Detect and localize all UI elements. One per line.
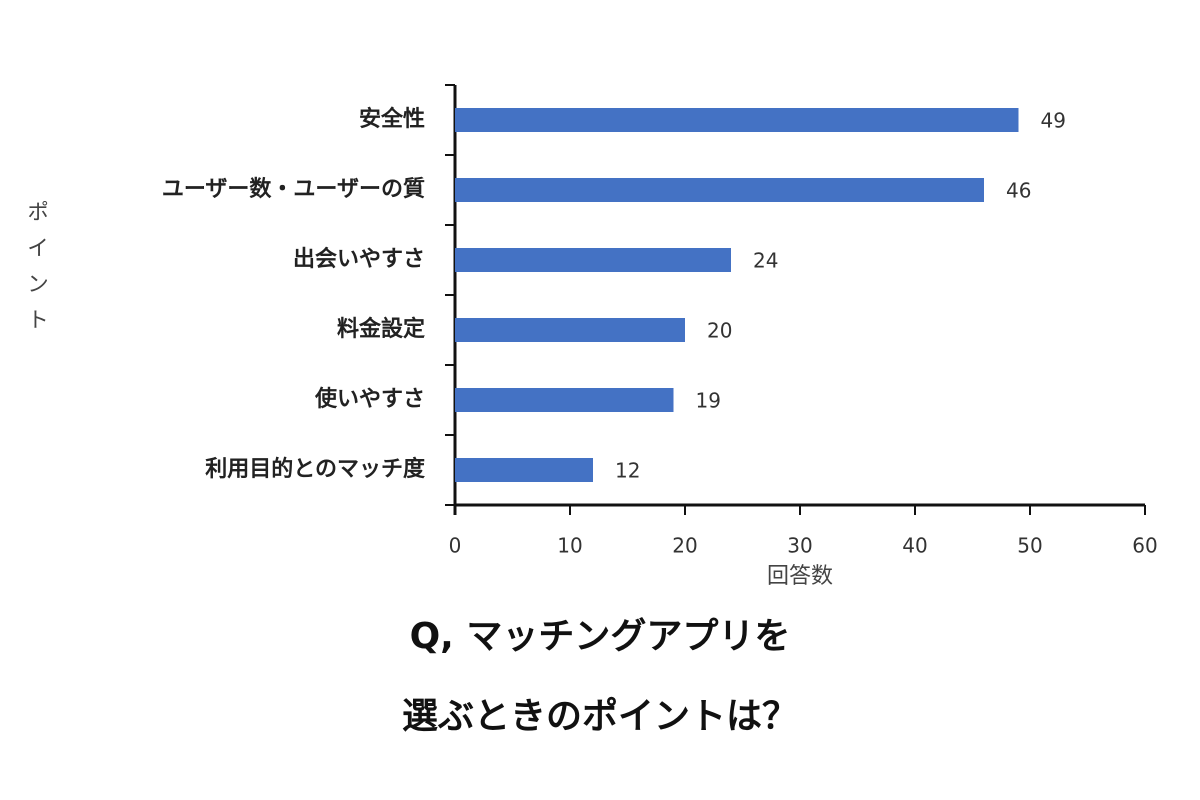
y-tick-label: ユーザー数・ユーザーの質 (162, 176, 425, 202)
value-label: 12 (615, 459, 640, 483)
x-tick-label: 0 (449, 534, 462, 558)
y-axis-label: ポイント (23, 200, 48, 344)
value-label: 46 (1006, 179, 1031, 203)
x-tick-label: 10 (557, 534, 582, 558)
bar (455, 178, 984, 202)
bar (455, 248, 731, 272)
value-label: 24 (753, 249, 778, 273)
x-tick-label: 40 (902, 534, 927, 558)
y-tick-label: 安全性 (359, 106, 425, 132)
x-axis-label: 回答数 (767, 564, 833, 589)
value-label: 19 (696, 389, 721, 413)
value-label: 49 (1041, 109, 1066, 133)
value-label: 20 (707, 319, 732, 343)
y-tick-label: 出会いやすさ (293, 246, 425, 272)
bar (455, 388, 674, 412)
bar (455, 318, 685, 342)
x-tick-label: 30 (787, 534, 812, 558)
y-tick-label: 料金設定 (337, 316, 425, 342)
x-tick-label: 60 (1132, 534, 1157, 558)
y-tick-label: 使いやすさ (314, 387, 425, 412)
x-tick-label: 50 (1017, 534, 1042, 558)
x-tick-label: 20 (672, 534, 697, 558)
y-tick-label: 利用目的とのマッチ度 (205, 456, 426, 482)
chart-title: Q, マッチングアプリを (410, 616, 791, 657)
bar (455, 458, 593, 482)
chart-subtitle: 選ぶときのポイントは？ (402, 695, 798, 737)
bar (455, 108, 1019, 132)
